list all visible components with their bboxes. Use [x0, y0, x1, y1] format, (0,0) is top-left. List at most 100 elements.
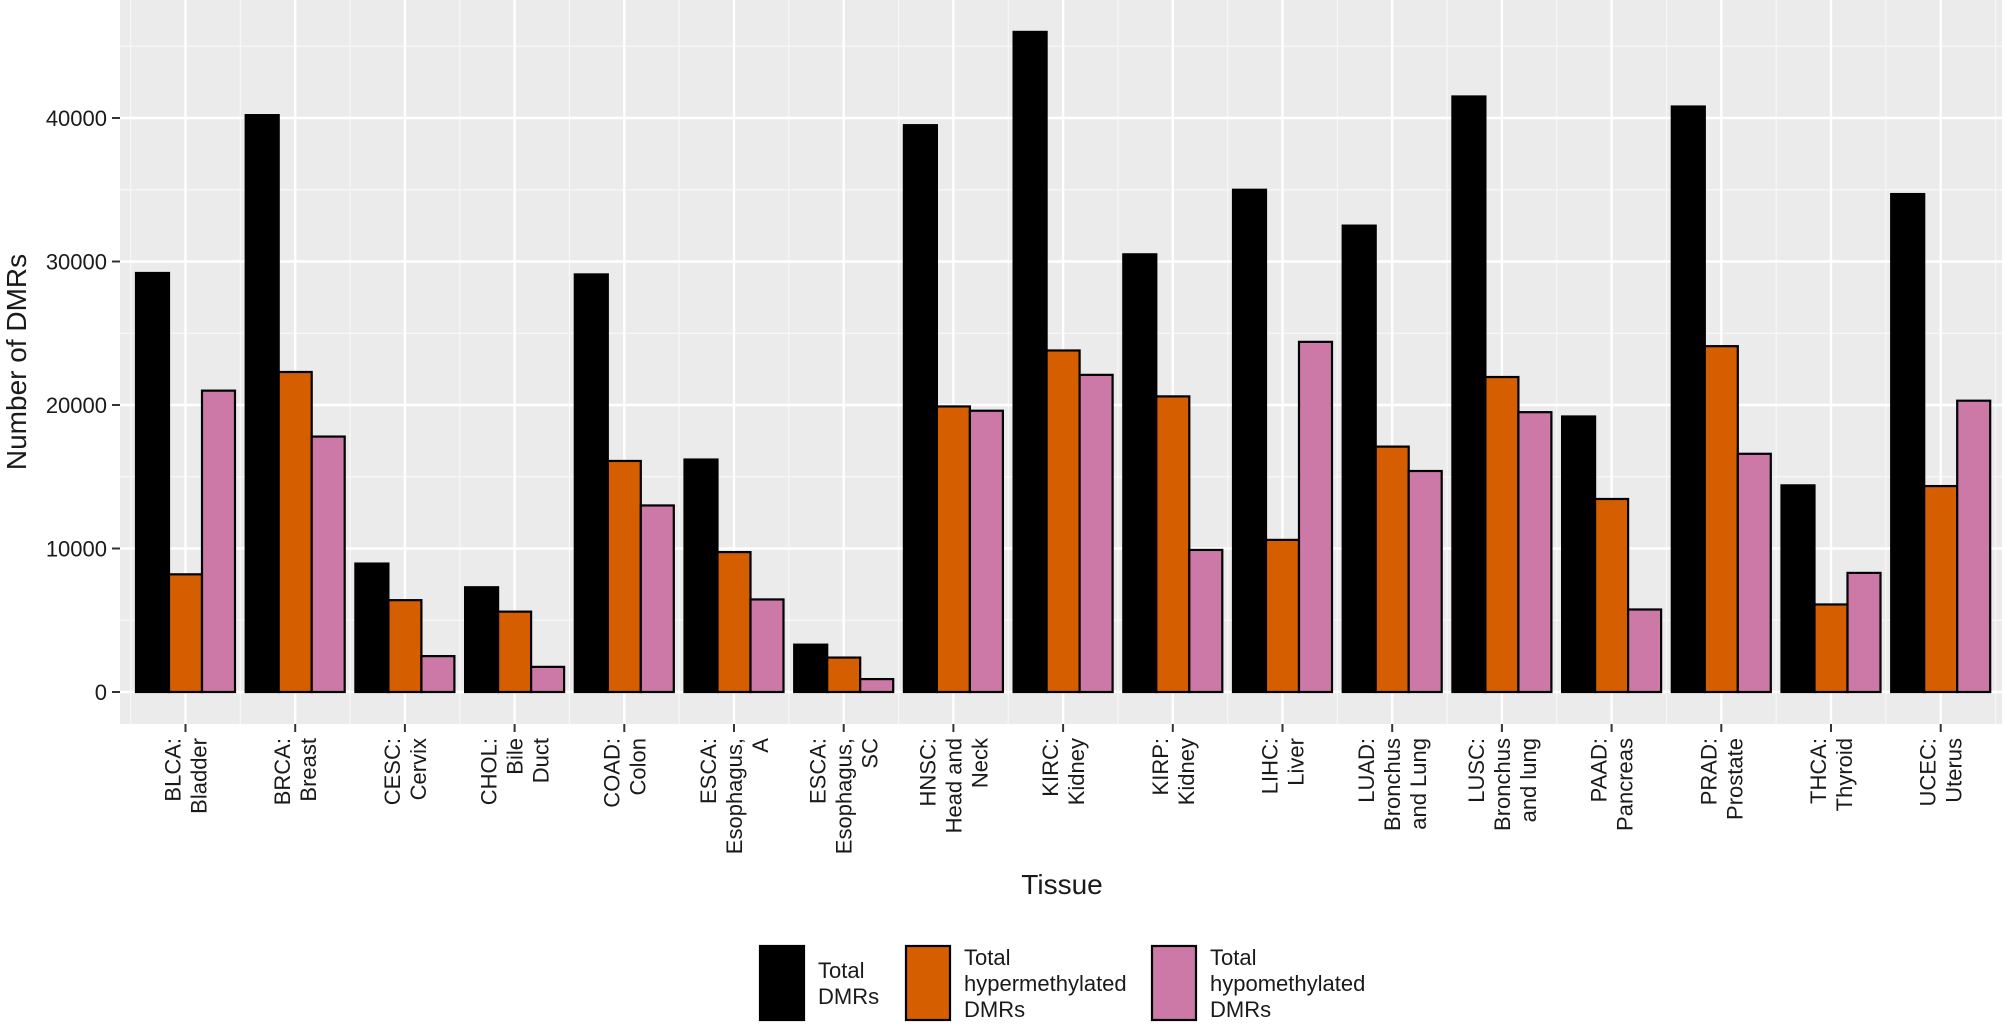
bar-hyper-12	[1484, 375, 1520, 694]
x-tick-label: PAAD:Pancreas	[1587, 738, 1638, 831]
bar-hypo-8	[1078, 373, 1114, 694]
bar-hypo-9	[1188, 548, 1224, 694]
svg-text:BRCA:Breast: BRCA:Breast	[270, 738, 321, 805]
bar-hypo-12	[1517, 411, 1553, 694]
x-tick-label: COAD:Colon	[599, 738, 650, 808]
x-tick-label: KIRC:Kidney	[1038, 738, 1089, 805]
x-tick-label: BRCA:Breast	[270, 738, 321, 805]
x-tick-label: KIRP:Kidney	[1148, 738, 1199, 805]
bar-hypo-5	[749, 598, 785, 694]
x-tick-label: HNSC:Head andNeck	[915, 737, 992, 833]
y-tick-label: 20000	[46, 393, 107, 418]
bar-hyper-6	[826, 656, 862, 694]
svg-text:BLCA:Bladder: BLCA:Bladder	[161, 738, 212, 814]
bar-total-7	[902, 124, 939, 694]
y-tick-label: 30000	[46, 250, 107, 275]
bar-hypo-16	[1956, 399, 1992, 694]
y-tick-label: 10000	[46, 537, 107, 562]
bar-hypo-2	[420, 655, 456, 694]
bar-total-5	[683, 458, 719, 694]
bar-hyper-15	[1813, 603, 1849, 694]
bar-hyper-5	[716, 550, 752, 694]
y-tick-label: 0	[95, 680, 107, 705]
x-tick-label: UCEC:Uterus	[1916, 738, 1967, 806]
bar-hypo-14	[1736, 452, 1772, 694]
x-tick-label: ESCA:Esophagus,SC	[806, 738, 883, 854]
x-tick-label: PRAD:Prostate	[1696, 738, 1747, 820]
x-tick-label: LIHC:Liver	[1258, 738, 1309, 794]
svg-text:PAAD:Pancreas: PAAD:Pancreas	[1587, 738, 1638, 831]
svg-text:CESC:Cervix: CESC:Cervix	[380, 738, 431, 805]
svg-text:LUSC:Bronchusand lung: LUSC:Bronchusand lung	[1464, 738, 1541, 831]
bar-hypo-11	[1407, 469, 1443, 694]
y-axis: 0 10000 20000 30000 40000	[46, 106, 120, 705]
x-axis-title: Tissue	[1021, 869, 1102, 900]
bar-hypo-1	[310, 435, 346, 694]
bar-total-14	[1670, 105, 1706, 694]
legend-label-total: Total DMRs	[818, 958, 879, 1009]
bar-hyper-16	[1923, 484, 1959, 694]
bar-total-8	[1012, 30, 1048, 694]
x-tick-label: LUSC:Bronchusand lung	[1464, 738, 1541, 831]
svg-text:COAD:Colon: COAD:Colon	[599, 738, 650, 808]
bar-hyper-11	[1374, 445, 1410, 694]
x-tick-label: CHOL:BileDuct	[477, 738, 554, 805]
bar-hyper-10	[1264, 538, 1301, 694]
bar-total-16	[1890, 192, 1926, 694]
bar-total-15	[1780, 484, 1816, 694]
bar-hypo-3	[529, 665, 566, 694]
bar-total-0	[134, 271, 171, 694]
legend-key-hyper	[904, 944, 952, 1022]
svg-text:LUAD:Bronchusand Lung: LUAD:Bronchusand Lung	[1354, 738, 1431, 831]
svg-text:UCEC:Uterus: UCEC:Uterus	[1916, 738, 1967, 806]
legend: Total DMRs Total hypermethylated DMRs Total hy…	[758, 944, 1365, 1022]
bar-total-12	[1451, 95, 1487, 694]
svg-text:KIRC:Kidney: KIRC:Kidney	[1038, 738, 1089, 805]
bar-total-9	[1122, 253, 1158, 694]
legend-key-hypo	[1150, 944, 1198, 1022]
legend-label-hypo: Total hypomethylated DMRs	[1210, 945, 1365, 1022]
y-tick-label: 40000	[46, 106, 107, 131]
bars	[134, 30, 1992, 694]
bar-hyper-1	[277, 370, 313, 694]
svg-text:PRAD:Prostate: PRAD:Prostate	[1696, 738, 1747, 820]
bar-total-10	[1231, 188, 1268, 694]
y-axis-title: Number of DMRs	[1, 254, 32, 470]
bar-hyper-2	[387, 599, 423, 694]
bar-hypo-10	[1297, 340, 1334, 694]
legend-key-total	[758, 944, 806, 1022]
svg-text:KIRP:Kidney: KIRP:Kidney	[1148, 738, 1199, 805]
bar-total-3	[464, 586, 500, 694]
bar-hyper-3	[497, 610, 533, 694]
svg-text:ESCA:Esophagus,SC: ESCA:Esophagus,SC	[806, 738, 883, 854]
bar-total-13	[1560, 415, 1597, 694]
svg-text:THCA:Thyroid: THCA:Thyroid	[1806, 738, 1857, 811]
legend-label-hyper: Total hypermethylated DMRs	[964, 945, 1127, 1022]
x-tick-label: LUAD:Bronchusand Lung	[1354, 738, 1431, 831]
grid-minor-lines	[120, 0, 2002, 724]
bar-total-4	[573, 273, 609, 694]
svg-text:HNSC:Head andNeck: HNSC:Head andNeck	[915, 737, 992, 833]
svg-text:ESCA:Esophagus,A: ESCA:Esophagus,A	[696, 738, 773, 855]
x-tick-label: ESCA:Esophagus,A	[696, 738, 773, 855]
x-tick-label: CESC:Cervix	[380, 738, 431, 805]
bar-total-6	[793, 643, 829, 694]
bar-hyper-0	[167, 573, 204, 694]
bar-hyper-13	[1593, 497, 1630, 694]
svg-text:CHOL:BileDuct: CHOL:BileDuct	[477, 738, 554, 805]
bar-total-1	[244, 114, 280, 694]
bar-hyper-4	[606, 459, 642, 694]
bar-total-11	[1341, 224, 1377, 694]
bar-hypo-4	[639, 504, 675, 694]
bar-hypo-7	[968, 409, 1005, 694]
x-tick-label: THCA:Thyroid	[1806, 738, 1857, 811]
bar-hypo-0	[200, 389, 237, 694]
bar-hyper-8	[1045, 349, 1081, 694]
bar-hypo-6	[859, 677, 895, 694]
bar-hyper-14	[1703, 345, 1739, 694]
bar-hypo-13	[1626, 608, 1663, 694]
bar-hypo-15	[1846, 571, 1882, 694]
bar-hyper-7	[935, 405, 972, 694]
x-tick-label: BLCA:Bladder	[161, 738, 212, 814]
